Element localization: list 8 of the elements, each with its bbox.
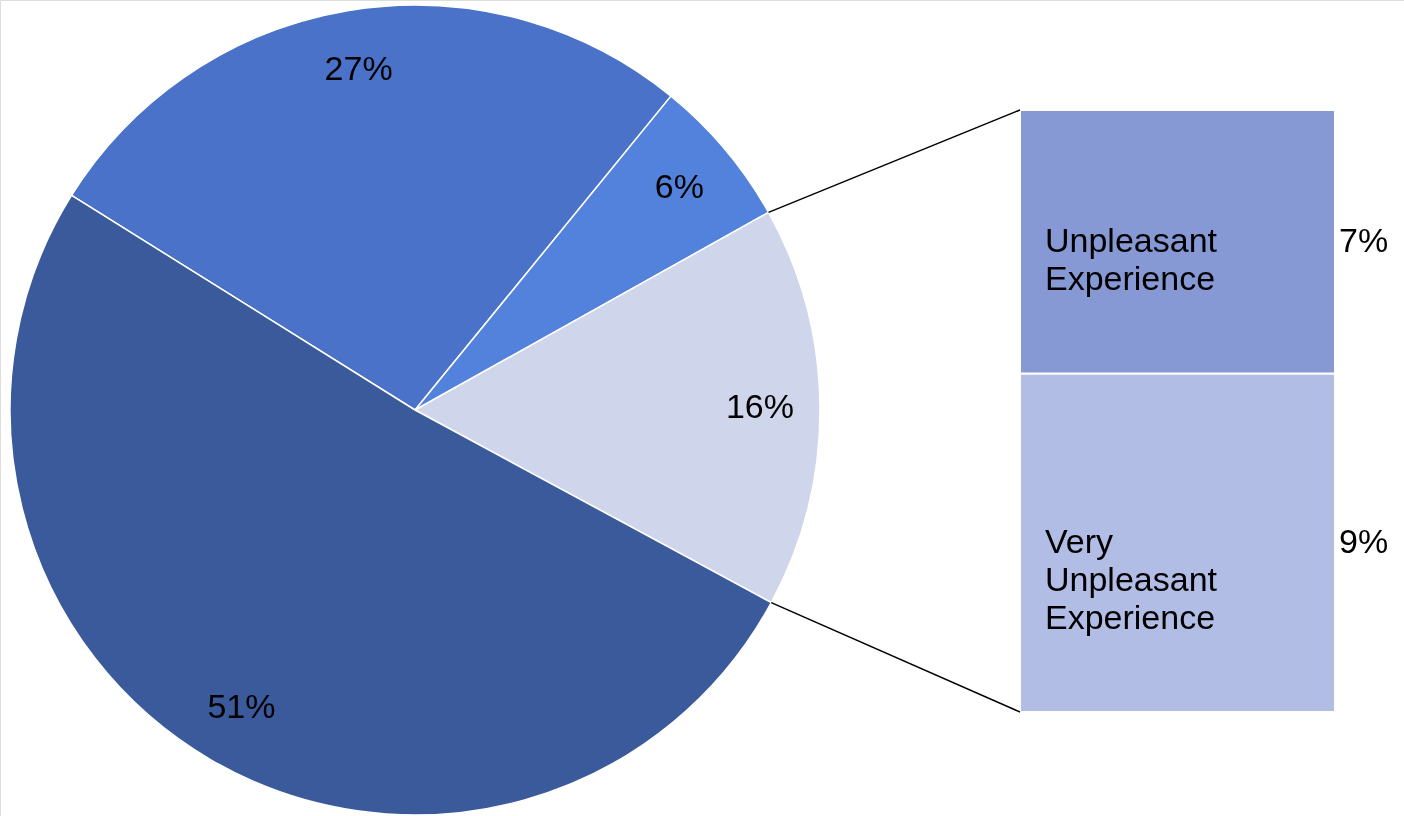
series-label: Very Unpleasant Experience <box>1045 521 1218 636</box>
data-label: 51% <box>207 687 276 726</box>
data-label: 16% <box>725 386 795 425</box>
data-label: 6% <box>654 167 704 206</box>
data-label: 9% <box>1339 521 1389 560</box>
data-label: 27% <box>324 48 393 87</box>
data-label: 7% <box>1339 220 1389 259</box>
series-label: Unpleasant Experience <box>1045 220 1218 297</box>
